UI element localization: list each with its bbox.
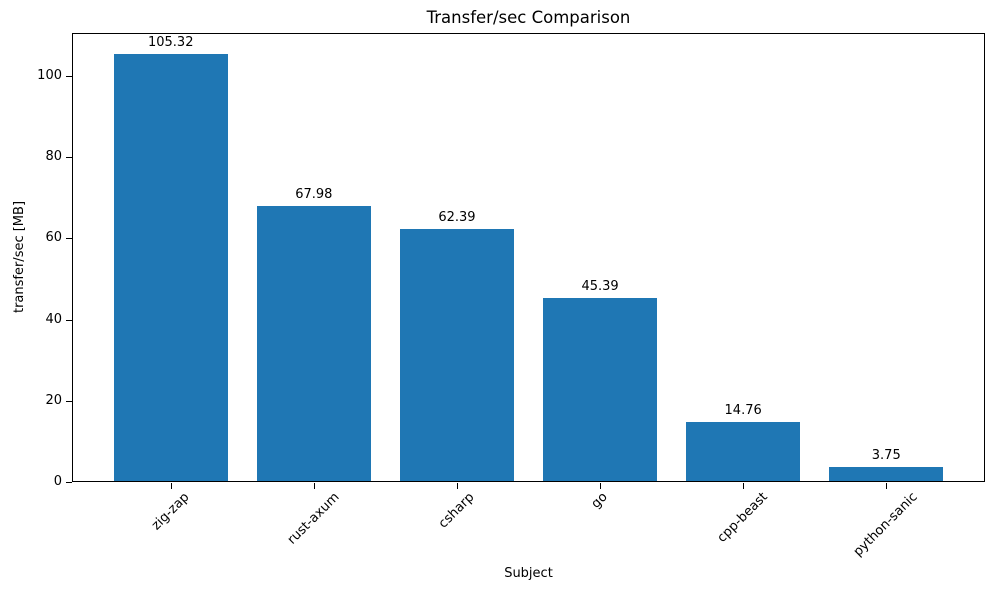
y-tick-label: 80: [45, 149, 62, 165]
x-tick-label: rust-axum: [284, 490, 343, 548]
y-tick-mark: [66, 320, 72, 321]
bar-value-label: 67.98: [295, 186, 333, 202]
bar: [829, 466, 944, 481]
bar: [685, 422, 801, 481]
y-axis-label: transfer/sec [MB]: [12, 200, 27, 314]
x-tick-mark: [171, 483, 172, 489]
x-tick-label: python-sanic: [850, 490, 921, 560]
y-tick-label: 20: [45, 392, 62, 408]
y-tick-mark: [66, 76, 72, 77]
plot-area: [72, 33, 985, 482]
x-tick-label: csharp: [435, 490, 478, 532]
bar-value-label: 62.39: [438, 209, 476, 225]
bar-value-label: 14.76: [724, 403, 762, 419]
chart-title: Transfer/sec Comparison: [426, 8, 631, 27]
x-tick-label: zig-zap: [148, 489, 193, 534]
x-tick-mark: [314, 483, 315, 489]
bar-value-label: 45.39: [581, 278, 619, 294]
x-tick-mark: [743, 483, 744, 489]
x-tick-mark: [886, 483, 887, 489]
x-tick-label: go: [588, 489, 611, 512]
x-tick-label: cpp-beast: [714, 489, 771, 547]
x-axis-label: Subject: [504, 566, 553, 581]
y-tick-label: 40: [45, 311, 62, 327]
bar-value-label: 105.32: [147, 35, 194, 51]
y-tick-label: 100: [37, 67, 62, 83]
bar-value-label: 3.75: [871, 447, 901, 463]
bar: [399, 228, 515, 481]
bar: [542, 297, 658, 481]
y-tick-mark: [66, 238, 72, 239]
bar: [113, 54, 228, 481]
y-tick-mark: [66, 401, 72, 402]
x-tick-mark: [600, 483, 601, 489]
y-tick-mark: [66, 482, 72, 483]
y-tick-mark: [66, 157, 72, 158]
x-tick-mark: [457, 483, 458, 489]
y-tick-label: 0: [53, 474, 62, 489]
y-tick-label: 60: [45, 230, 62, 246]
bar: [256, 206, 372, 481]
